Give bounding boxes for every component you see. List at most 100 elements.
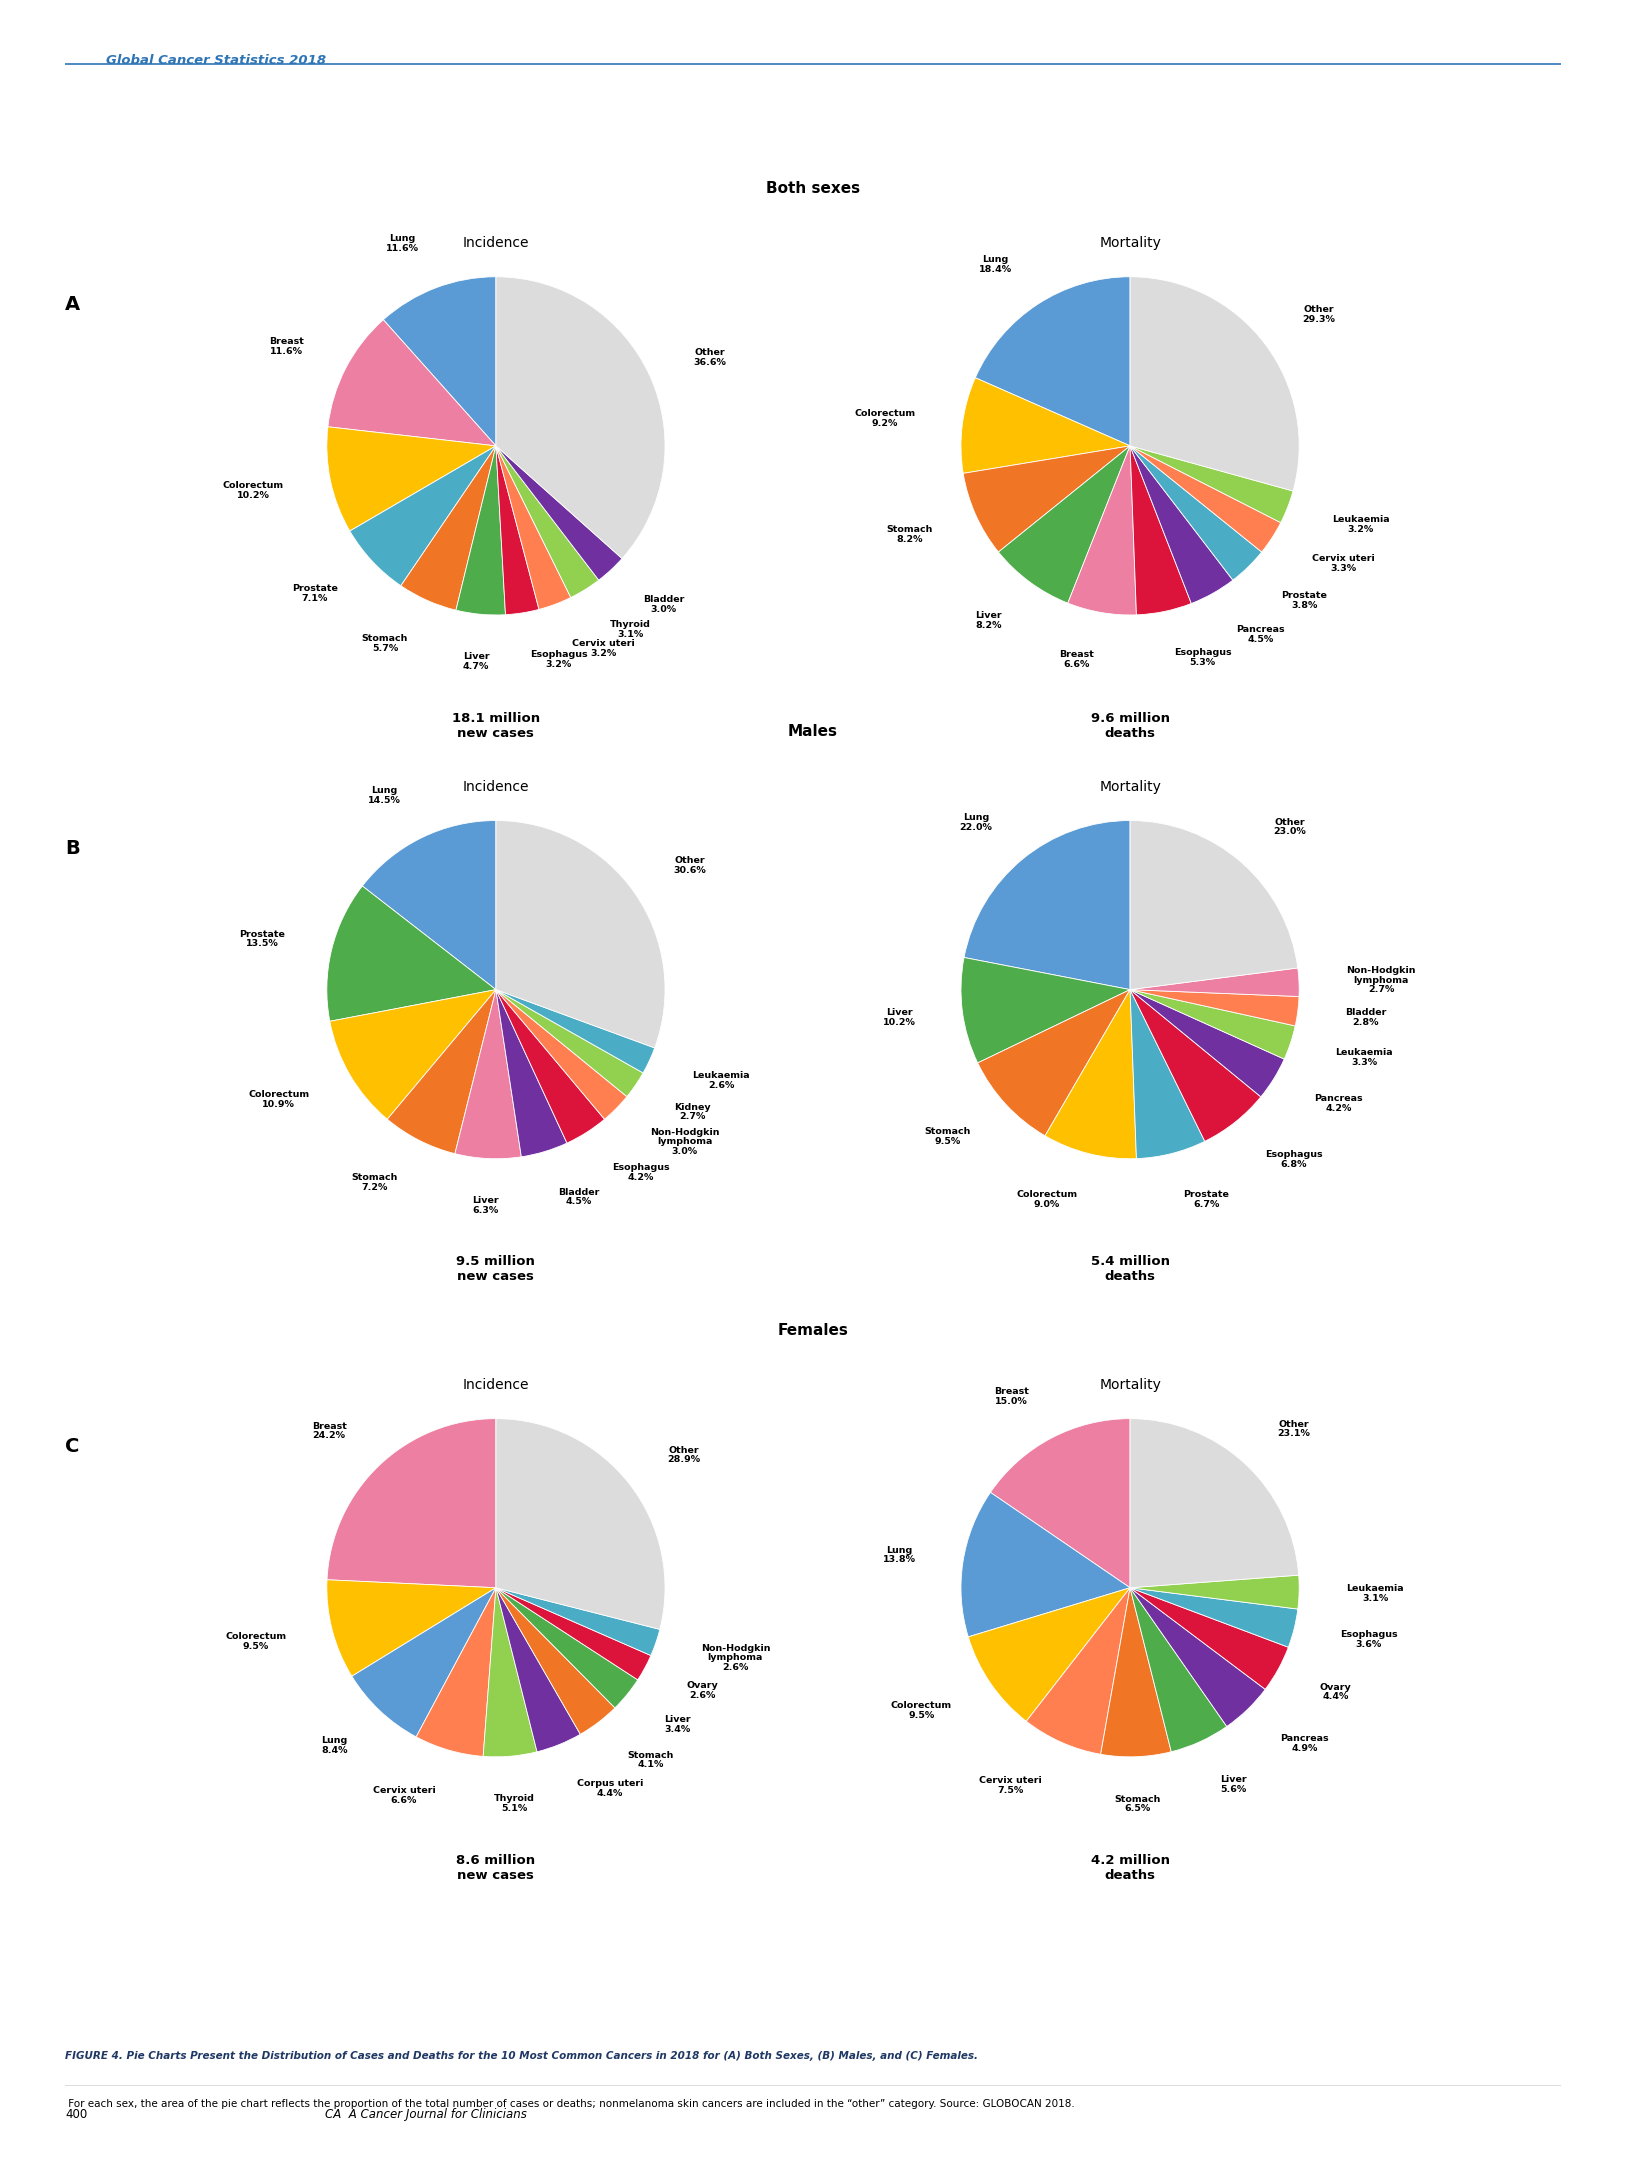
Wedge shape (496, 990, 642, 1096)
Wedge shape (1130, 446, 1281, 552)
Text: Prostate
6.7%: Prostate 6.7% (1184, 1190, 1229, 1209)
Text: Bladder
4.5%: Bladder 4.5% (558, 1188, 600, 1207)
Wedge shape (1130, 1418, 1299, 1588)
Wedge shape (1130, 446, 1293, 522)
Text: C: C (65, 1438, 80, 1455)
Wedge shape (330, 990, 496, 1120)
Wedge shape (967, 1588, 1130, 1720)
Wedge shape (496, 1588, 650, 1679)
Text: Esophagus
3.6%: Esophagus 3.6% (1340, 1631, 1398, 1649)
Text: Mortality: Mortality (1099, 1379, 1161, 1392)
Wedge shape (496, 1588, 660, 1655)
Text: Colorectum
9.0%: Colorectum 9.0% (1016, 1190, 1078, 1209)
Text: Liver
5.6%: Liver 5.6% (1220, 1775, 1247, 1794)
Text: 4.2 million
deaths: 4.2 million deaths (1091, 1853, 1169, 1881)
Text: Ovary
4.4%: Ovary 4.4% (1320, 1683, 1351, 1701)
Wedge shape (416, 1588, 496, 1757)
Text: Cervix uteri
7.5%: Cervix uteri 7.5% (979, 1777, 1042, 1794)
Text: Other
30.6%: Other 30.6% (673, 857, 706, 874)
Text: Kidney
2.7%: Kidney 2.7% (675, 1103, 711, 1120)
Text: Liver
10.2%: Liver 10.2% (883, 1007, 915, 1027)
Wedge shape (1130, 990, 1285, 1096)
Text: Colorectum
9.5%: Colorectum 9.5% (891, 1701, 951, 1720)
Text: Other
36.6%: Other 36.6% (693, 348, 727, 368)
Text: Lung
22.0%: Lung 22.0% (959, 813, 992, 833)
Wedge shape (998, 446, 1130, 602)
Wedge shape (496, 1588, 580, 1751)
Text: 18.1 million
new cases: 18.1 million new cases (452, 711, 540, 740)
Text: Colorectum
10.2%: Colorectum 10.2% (223, 481, 285, 500)
Text: Pancreas
4.2%: Pancreas 4.2% (1314, 1094, 1363, 1114)
Text: Leukaemia
2.6%: Leukaemia 2.6% (693, 1072, 750, 1090)
Text: Breast
24.2%: Breast 24.2% (312, 1422, 346, 1440)
Text: Cervix uteri
3.2%: Cervix uteri 3.2% (572, 639, 634, 659)
Text: Liver
6.3%: Liver 6.3% (473, 1196, 499, 1216)
Text: 9.6 million
deaths: 9.6 million deaths (1091, 711, 1169, 740)
Wedge shape (1130, 990, 1296, 1059)
Text: Lung
13.8%: Lung 13.8% (883, 1546, 915, 1564)
Text: Esophagus
4.2%: Esophagus 4.2% (611, 1164, 670, 1181)
Text: Lung
11.6%: Lung 11.6% (385, 235, 420, 252)
Text: Thyroid
5.1%: Thyroid 5.1% (494, 1794, 535, 1812)
Text: Global Cancer Statistics 2018: Global Cancer Statistics 2018 (106, 54, 325, 67)
Wedge shape (387, 990, 496, 1153)
Wedge shape (351, 1588, 496, 1738)
Wedge shape (990, 1418, 1130, 1588)
Wedge shape (1130, 1588, 1265, 1727)
Wedge shape (1130, 820, 1298, 990)
Text: Esophagus
5.3%: Esophagus 5.3% (1174, 648, 1231, 668)
Wedge shape (327, 885, 496, 1022)
Wedge shape (496, 1418, 665, 1629)
Text: Liver
4.7%: Liver 4.7% (463, 652, 489, 670)
Wedge shape (1130, 990, 1299, 1027)
Text: Lung
8.4%: Lung 8.4% (320, 1736, 348, 1755)
Text: Stomach
5.7%: Stomach 5.7% (361, 635, 408, 652)
Wedge shape (496, 990, 605, 1144)
Wedge shape (1130, 446, 1233, 602)
Text: Colorectum
10.9%: Colorectum 10.9% (249, 1090, 309, 1109)
Wedge shape (1026, 1588, 1130, 1755)
Wedge shape (328, 320, 496, 446)
Text: Corpus uteri
4.4%: Corpus uteri 4.4% (577, 1779, 644, 1799)
Text: Leukaemia
3.2%: Leukaemia 3.2% (1332, 515, 1390, 533)
Text: Breast
6.6%: Breast 6.6% (1059, 650, 1094, 668)
Text: Other
29.3%: Other 29.3% (1302, 305, 1335, 324)
Text: Prostate
7.1%: Prostate 7.1% (291, 585, 338, 602)
Text: Bladder
3.0%: Bladder 3.0% (644, 596, 685, 613)
Wedge shape (327, 1418, 496, 1588)
Wedge shape (363, 820, 496, 990)
Text: Non-Hodgkin
lymphoma
3.0%: Non-Hodgkin lymphoma 3.0% (650, 1127, 719, 1155)
Wedge shape (496, 1588, 637, 1707)
Text: Colorectum
9.5%: Colorectum 9.5% (224, 1631, 286, 1651)
Text: Other
28.9%: Other 28.9% (667, 1446, 699, 1464)
Wedge shape (496, 446, 538, 616)
Text: FIGURE 4. Pie Charts Present the Distribution of Cases and Deaths for the 10 Mos: FIGURE 4. Pie Charts Present the Distrib… (65, 2051, 979, 2062)
Wedge shape (1101, 1588, 1171, 1757)
Text: Incidence: Incidence (463, 237, 528, 250)
Wedge shape (496, 446, 623, 581)
Text: 400: 400 (65, 2108, 88, 2121)
Wedge shape (496, 1588, 615, 1733)
Wedge shape (455, 990, 522, 1159)
Wedge shape (350, 446, 496, 585)
Text: Colorectum
9.2%: Colorectum 9.2% (854, 409, 915, 428)
Wedge shape (496, 820, 665, 1048)
Wedge shape (496, 990, 655, 1072)
Text: Cervix uteri
3.3%: Cervix uteri 3.3% (1312, 555, 1374, 572)
Wedge shape (1068, 446, 1137, 616)
Wedge shape (496, 446, 598, 598)
Text: Non-Hodgkin
lymphoma
2.7%: Non-Hodgkin lymphoma 2.7% (1346, 966, 1416, 994)
Text: Stomach
4.1%: Stomach 4.1% (628, 1751, 673, 1768)
Text: Prostate
3.8%: Prostate 3.8% (1281, 592, 1327, 611)
Text: Stomach
8.2%: Stomach 8.2% (886, 524, 933, 544)
Text: 8.6 million
new cases: 8.6 million new cases (457, 1853, 535, 1881)
Wedge shape (327, 426, 496, 531)
Wedge shape (1130, 1575, 1299, 1610)
Wedge shape (1130, 276, 1299, 492)
Wedge shape (496, 446, 571, 609)
Text: For each sex, the area of the pie chart reflects the proportion of the total num: For each sex, the area of the pie chart … (65, 2099, 1075, 2110)
Wedge shape (1046, 990, 1137, 1159)
Text: Breast
11.6%: Breast 11.6% (268, 337, 304, 357)
Wedge shape (1130, 1588, 1298, 1646)
Text: Leukaemia
3.3%: Leukaemia 3.3% (1335, 1048, 1393, 1068)
